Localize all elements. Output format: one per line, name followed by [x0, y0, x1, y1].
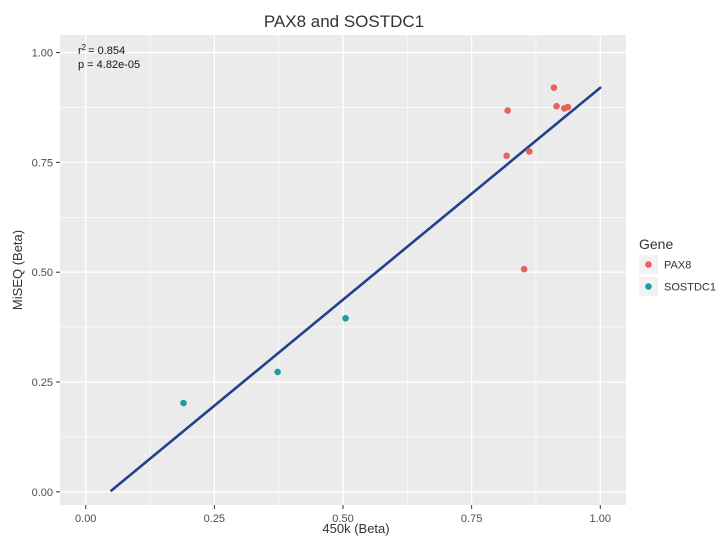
y-tick-label: 0.50 — [32, 267, 53, 279]
x-tick-label: 0.25 — [204, 513, 225, 525]
x-tick-label: 0.75 — [461, 513, 482, 525]
chart-title: PAX8 and SOSTDC1 — [264, 12, 424, 31]
major-gridlines — [60, 35, 626, 505]
legend-label-sostdc1: SOSTDC1 — [664, 282, 716, 294]
point-sostdc1 — [342, 315, 349, 322]
r-squared-value: = 0.854 — [88, 45, 125, 57]
point-pax8 — [564, 103, 572, 111]
x-tick-label: 1.00 — [590, 513, 611, 525]
legend: PAX8 SOSTDC1 — [639, 255, 716, 296]
r-squared-annotation: r2 = 0.854 — [78, 43, 125, 57]
point-pax8 — [525, 148, 533, 155]
y-tick-label: 1.00 — [32, 48, 53, 60]
r-squared-symbol: r — [78, 45, 82, 57]
legend-label-pax8: PAX8 — [664, 260, 691, 272]
legend-key-pax8 — [645, 261, 652, 268]
point-pax8 — [504, 107, 511, 114]
x-axis-label: 450k (Beta) — [322, 521, 389, 536]
y-tick-label: 0.75 — [32, 157, 53, 169]
legend-title: Gene — [639, 236, 673, 252]
point-pax8 — [550, 84, 558, 92]
y-tick-label: 0.25 — [32, 377, 53, 389]
x-axis-ticks: 0.00 0.25 0.50 0.75 1.00 — [75, 505, 611, 525]
point-pax8 — [553, 102, 560, 110]
point-sostdc1 — [180, 399, 187, 407]
y-tick-label: 0.00 — [32, 487, 53, 499]
y-axis-label: MiSEQ (Beta) — [10, 230, 25, 310]
x-tick-label: 0.50 — [332, 513, 353, 525]
point-sostdc1 — [274, 368, 281, 376]
data-points — [180, 84, 572, 407]
point-pax8 — [503, 152, 510, 160]
x-tick-label: 0.00 — [75, 513, 96, 525]
legend-key-sostdc1 — [645, 283, 652, 290]
regression-line — [110, 86, 602, 492]
p-value-annotation: p = 4.82e-05 — [78, 59, 140, 71]
y-axis-ticks: 0.00 0.25 0.50 0.75 1.00 — [32, 48, 60, 499]
r-squared-superscript: 2 — [82, 43, 87, 52]
point-pax8 — [520, 265, 528, 273]
